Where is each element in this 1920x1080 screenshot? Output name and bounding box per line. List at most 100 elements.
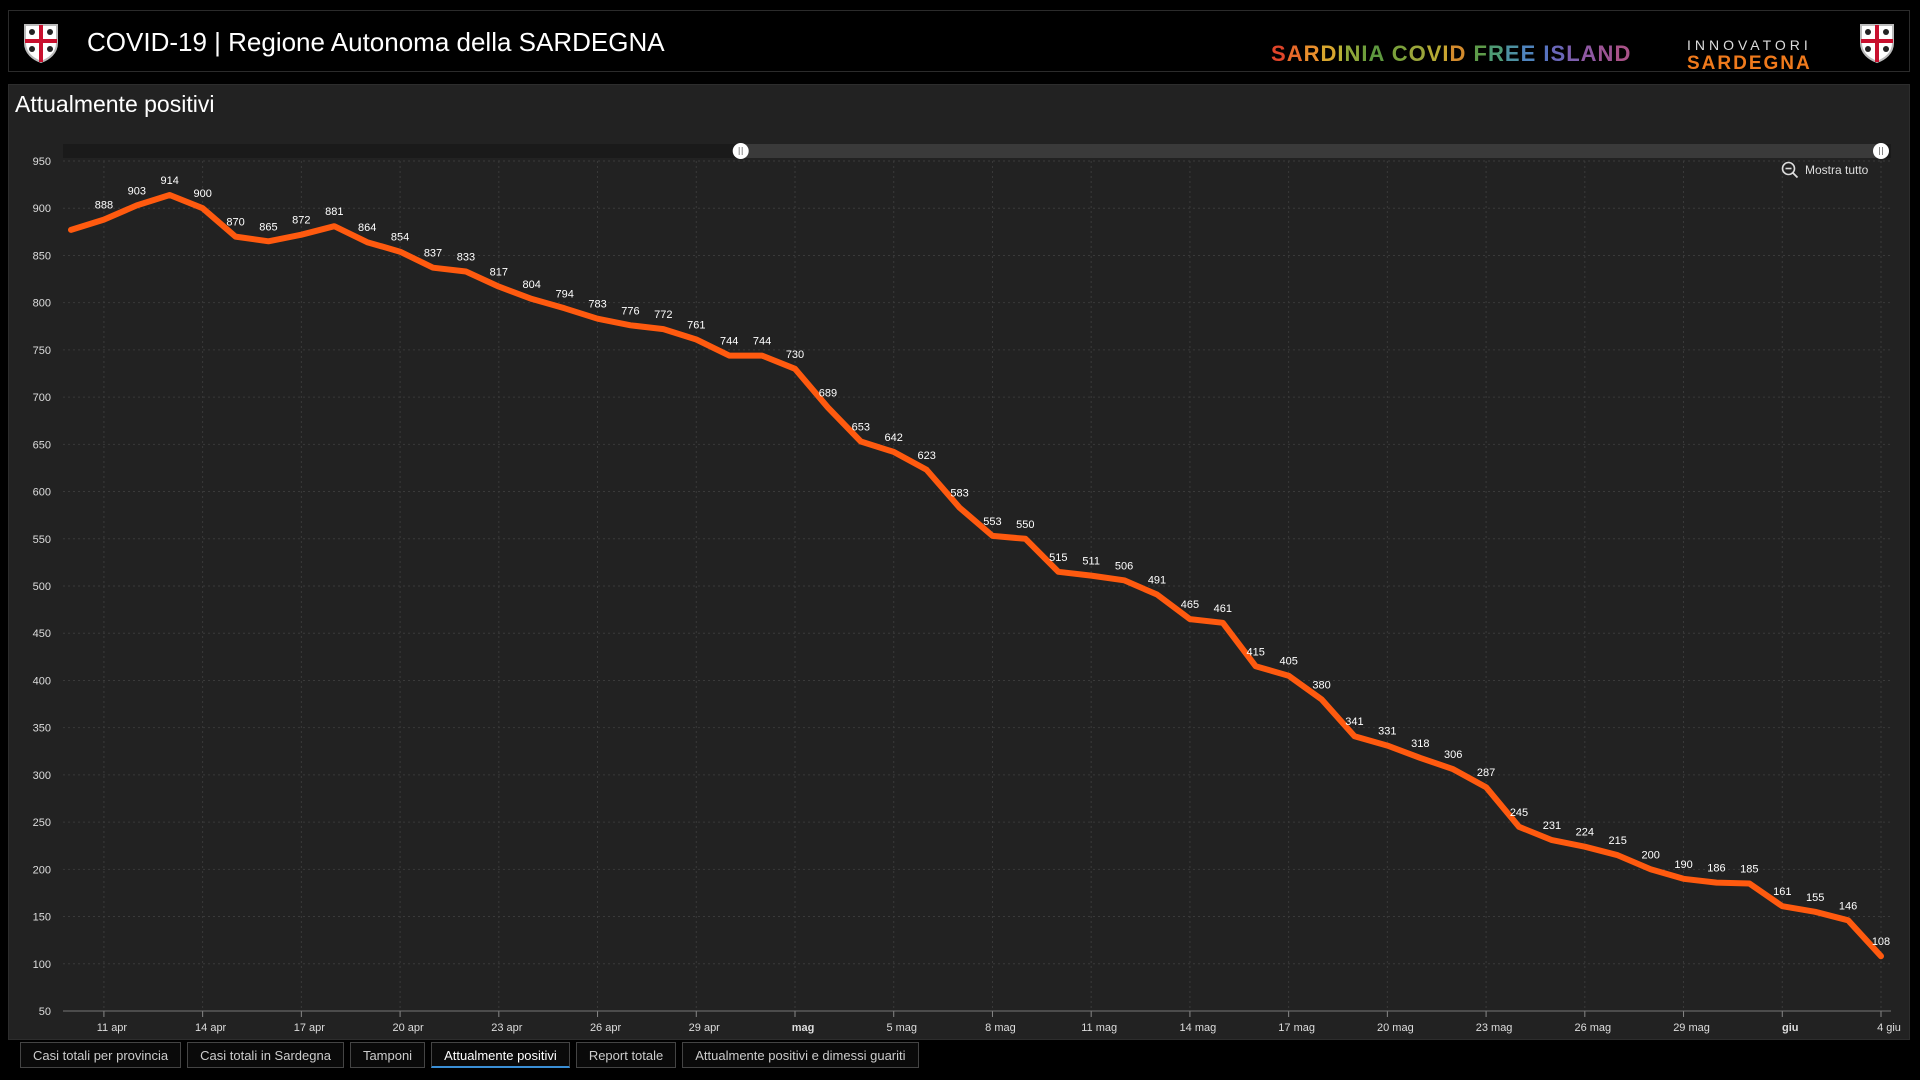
x-tick-label: 11 apr	[97, 1022, 128, 1034]
data-label: 318	[1411, 738, 1429, 750]
y-tick-label: 800	[33, 298, 51, 310]
x-tick-label: 8 mag	[985, 1022, 1016, 1034]
y-tick-label: 600	[33, 487, 51, 499]
slogan-letter: A	[1580, 41, 1598, 66]
slogan-letter: R	[1303, 41, 1321, 66]
data-label: 331	[1378, 726, 1396, 738]
line-chart[interactable]: 50 100 150 200 250 300 350 400 450 500 550 600 650 70…	[9, 85, 1909, 1039]
show-all-button[interactable]: Mostra tutto	[1781, 161, 1868, 179]
tab-attualmente-positivi[interactable]: Attualmente positivi	[431, 1042, 570, 1068]
data-label: 550	[1016, 519, 1034, 531]
data-label: 583	[950, 488, 968, 500]
slogan-letter: I	[1361, 41, 1369, 66]
data-label: 833	[457, 252, 475, 264]
show-all-label: Mostra tutto	[1805, 163, 1869, 177]
x-tick-label: 23 apr	[491, 1022, 523, 1034]
x-tick-label: 29 apr	[689, 1022, 721, 1034]
x-tick-label: 26 mag	[1574, 1022, 1611, 1034]
data-label: 794	[555, 288, 573, 300]
slogan-letter: I	[1337, 41, 1345, 66]
scrollbar-start-grip[interactable]	[732, 143, 749, 159]
chart-title: Attualmente positivi	[15, 91, 215, 117]
y-tick-label: 750	[33, 345, 51, 357]
data-label: 108	[1872, 936, 1890, 948]
tab-casi-totali-per-provincia[interactable]: Casi totali per provincia	[20, 1042, 182, 1068]
data-label: 653	[852, 422, 870, 434]
tab-attualmente-positivi-e-dimessi-guariti[interactable]: Attualmente positivi e dimessi guariti	[682, 1042, 919, 1068]
slogan-letter: E	[1504, 41, 1521, 66]
x-tick-label: 17 apr	[294, 1022, 326, 1034]
y-tick-label: 650	[33, 439, 51, 451]
data-label: 864	[358, 222, 376, 234]
slogan-letter: O	[1408, 41, 1427, 66]
data-label: 146	[1839, 900, 1857, 912]
data-label: 215	[1609, 835, 1627, 847]
data-label: 744	[753, 336, 771, 348]
data-label: 287	[1477, 767, 1495, 779]
tab-tamponi[interactable]: Tamponi	[349, 1042, 426, 1068]
x-tick-label: 5 mag	[886, 1022, 917, 1034]
data-label: 914	[161, 175, 179, 187]
y-tick-label: 250	[33, 817, 51, 829]
y-tick-label: 350	[33, 723, 51, 735]
data-label: 185	[1740, 864, 1758, 876]
slogan-letter: S	[1271, 41, 1287, 66]
data-label: 761	[687, 320, 705, 332]
y-tick-label: 900	[33, 203, 51, 215]
x-tick-label: 14 mag	[1180, 1022, 1217, 1034]
data-label: 772	[654, 309, 672, 321]
data-label: 854	[391, 232, 409, 244]
data-label: 491	[1148, 575, 1166, 587]
slogan-letter: D	[1320, 41, 1338, 66]
slogan-letter: I	[1543, 41, 1551, 66]
slogan-letter: N	[1597, 41, 1615, 66]
data-label: 506	[1115, 560, 1133, 572]
data-label: 776	[621, 305, 639, 317]
slogan-letter: S	[1550, 41, 1567, 66]
x-tick-label: 11 mag	[1081, 1022, 1117, 1034]
data-label: 900	[193, 188, 211, 200]
x-tick-label: 26 apr	[590, 1022, 622, 1034]
scrollbar-thumb[interactable]	[740, 144, 1882, 158]
tab-casi-totali-in-sardegna[interactable]: Casi totali in Sardegna	[187, 1042, 344, 1068]
data-label: 642	[885, 432, 903, 444]
zoom-out-icon	[1781, 161, 1799, 179]
data-label: 245	[1510, 807, 1528, 819]
y-tick-label: 500	[33, 581, 51, 593]
data-label: 804	[523, 279, 541, 291]
data-label: 744	[720, 336, 738, 348]
y-tick-label: 950	[33, 156, 51, 168]
y-tick-label: 50	[39, 1006, 51, 1018]
slogan-letter: C	[1391, 41, 1409, 66]
x-tick-label: 14 apr	[195, 1022, 227, 1034]
data-label: 465	[1181, 599, 1199, 611]
x-tick-label: 20 apr	[392, 1022, 424, 1034]
tab-bar: Casi totali per provincia Casi totali in …	[20, 1042, 925, 1070]
data-label: 511	[1082, 556, 1100, 568]
scrollbar-end-grip[interactable]	[1873, 143, 1889, 159]
x-tick-label: 4 giu	[1877, 1022, 1901, 1034]
data-label: 623	[917, 450, 935, 462]
x-tick-label: 23 mag	[1476, 1022, 1513, 1034]
data-label: 870	[226, 217, 244, 229]
slogan-letter: R	[1488, 41, 1505, 66]
data-label: 306	[1444, 749, 1462, 761]
tab-report-totale[interactable]: Report totale	[575, 1042, 677, 1068]
data-label: 872	[292, 215, 310, 227]
innovatori-label: INNOVATORI	[1687, 37, 1812, 53]
data-label: 461	[1214, 603, 1232, 615]
sardinia-coat-of-arms-logo	[24, 24, 58, 64]
series-line[interactable]	[68, 192, 1884, 960]
sardinia-covid-free-island-slogan: SARDINIA COVID FREE ISLAND	[1271, 41, 1631, 67]
data-label: 837	[424, 248, 442, 260]
data-label: 888	[95, 200, 113, 212]
slogan-letter: V	[1426, 41, 1443, 66]
data-label: 190	[1674, 859, 1692, 871]
slogan-letter: F	[1473, 41, 1488, 66]
slogan-letter: I	[1442, 41, 1450, 66]
data-label: 817	[490, 267, 508, 279]
y-tick-label: 450	[33, 628, 51, 640]
data-label: 553	[983, 516, 1001, 528]
x-tick-label: 17 mag	[1278, 1022, 1315, 1034]
data-label: 224	[1576, 827, 1594, 839]
